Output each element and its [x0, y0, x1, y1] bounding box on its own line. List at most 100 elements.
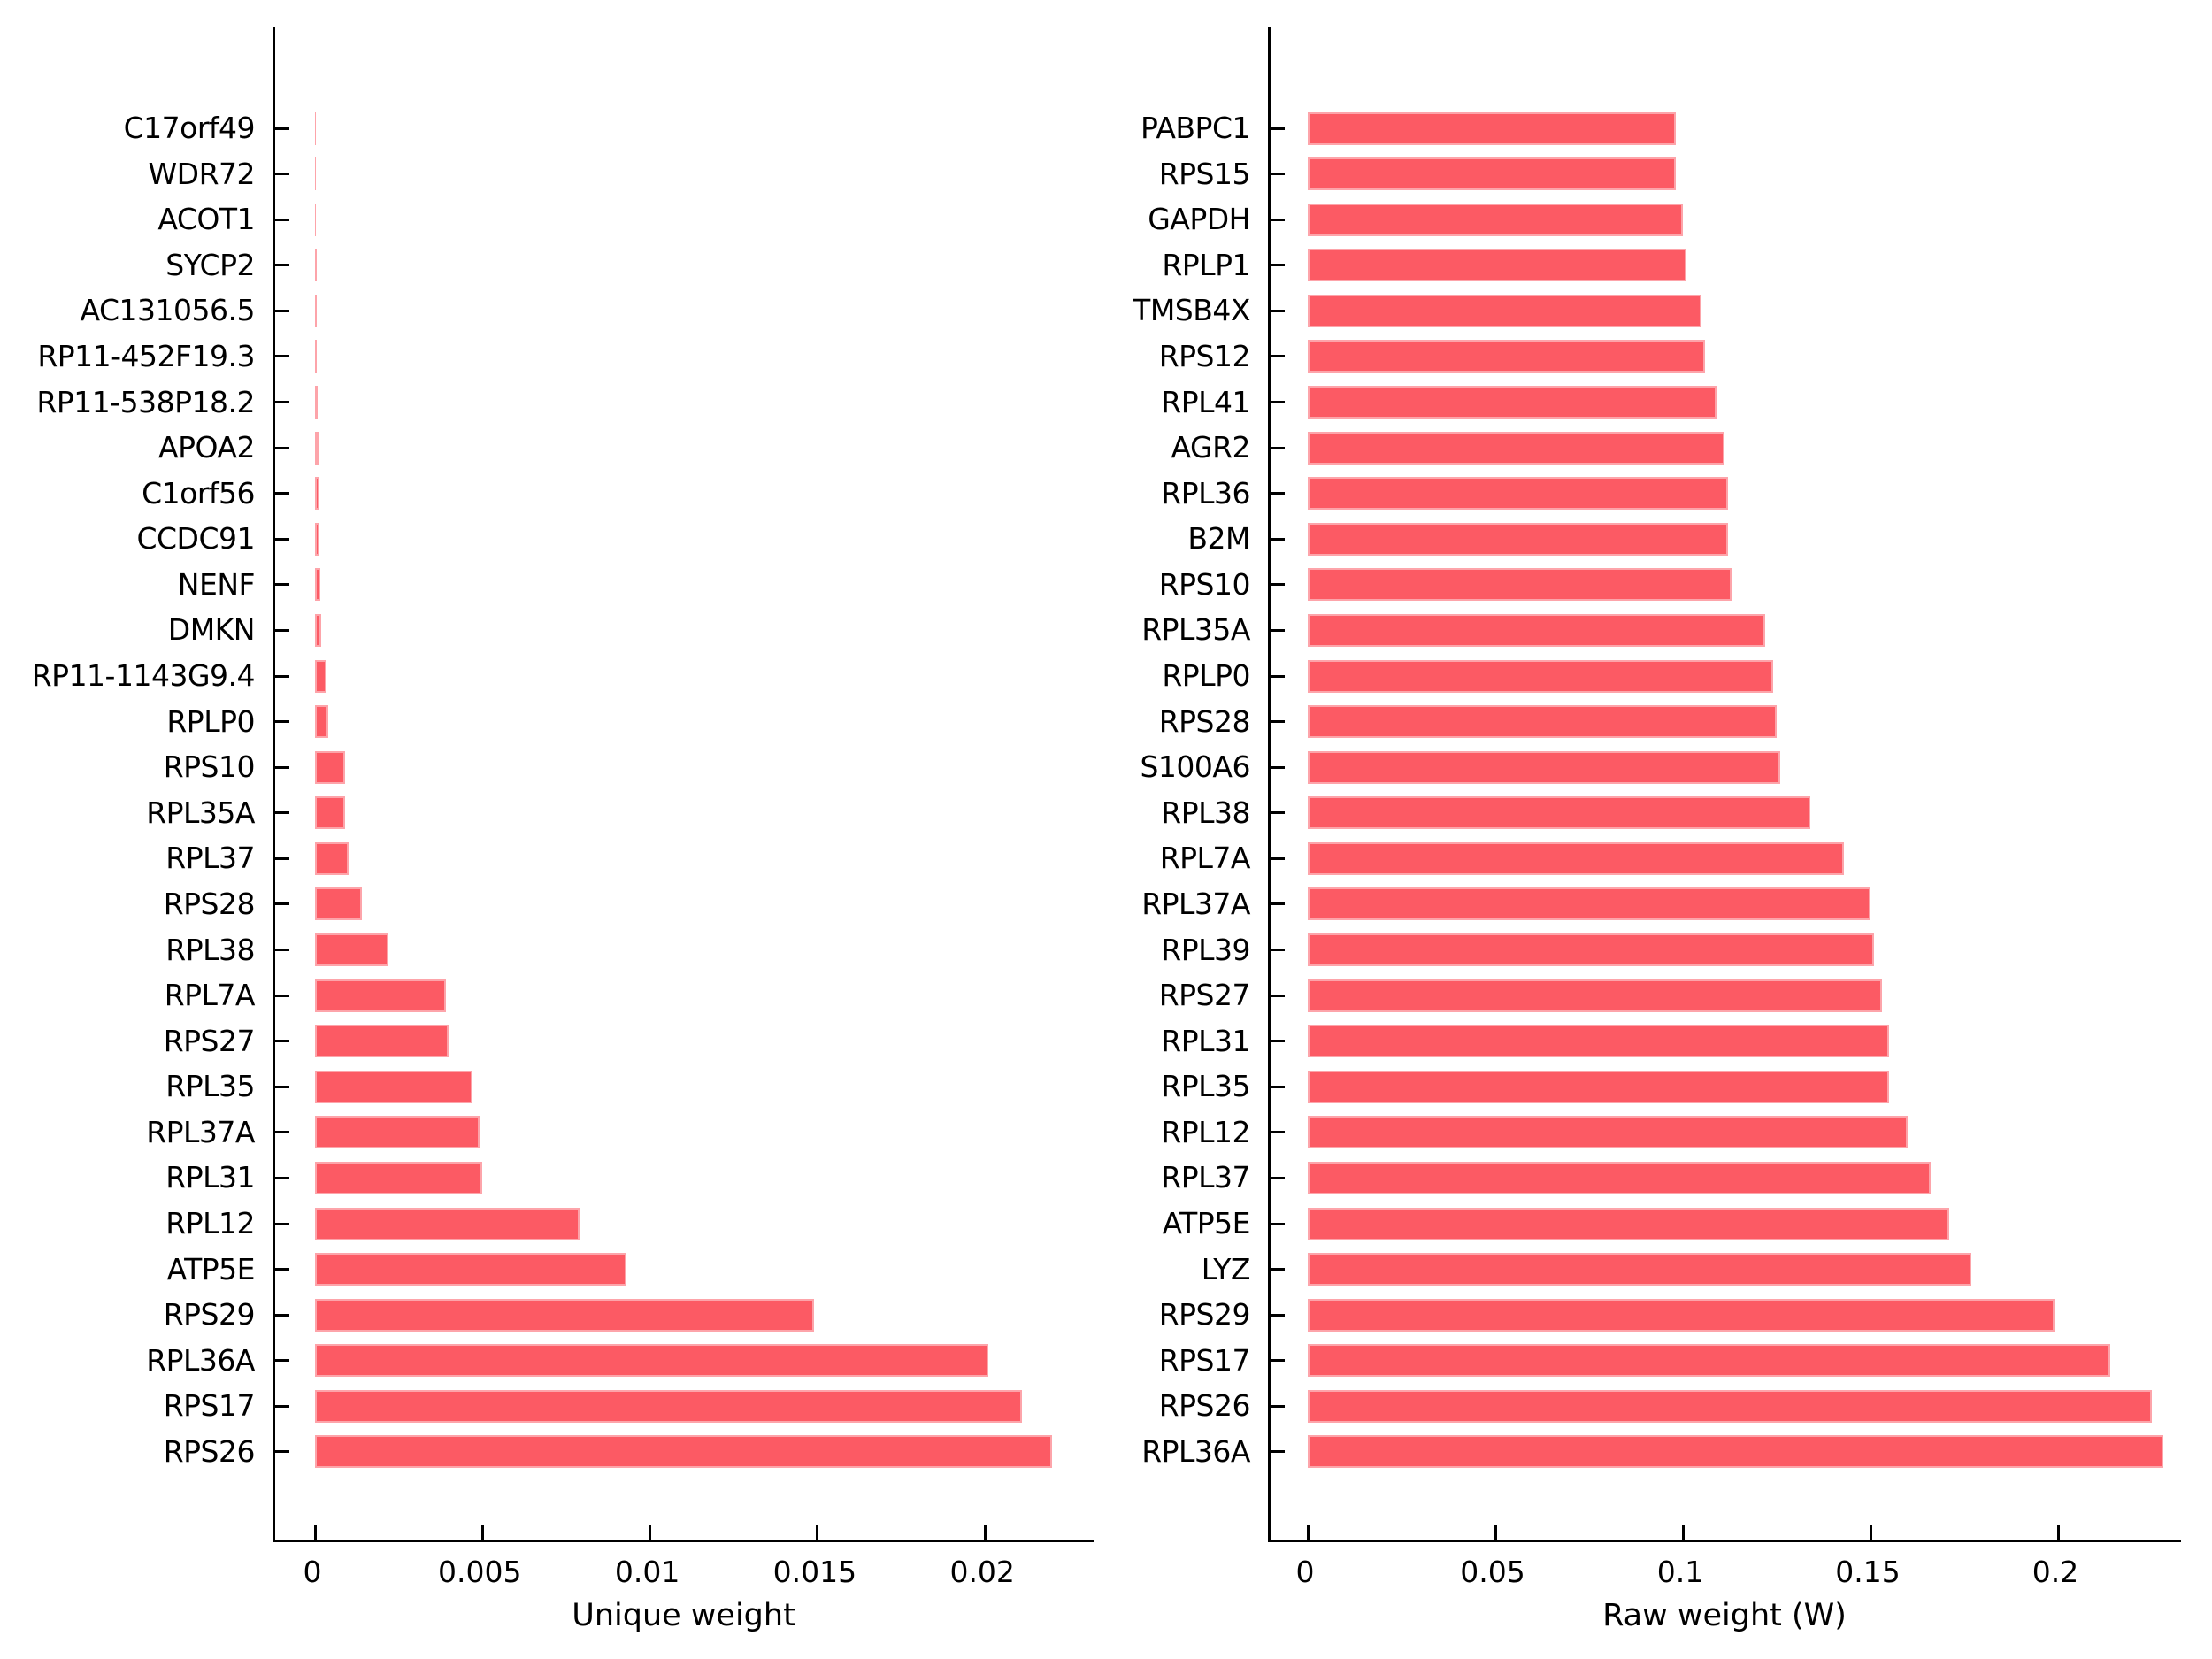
- bar-row: [275, 1298, 1094, 1332]
- bar-row: [1271, 1389, 2181, 1423]
- x-tick: [2056, 1525, 2060, 1540]
- bar-row: [275, 705, 1094, 739]
- y-axis-label: DMKN: [167, 612, 256, 648]
- x-tick-label: 0.01: [614, 1555, 680, 1589]
- y-axis-label: RPS28: [1158, 703, 1251, 739]
- y-axis-label: CCDC91: [136, 521, 255, 557]
- bar: [1308, 1116, 1909, 1149]
- bar: [315, 1253, 627, 1286]
- y-tick: [1271, 173, 1285, 176]
- y-axis-label: ATP5E: [166, 1251, 256, 1286]
- bar-row: [1271, 568, 2181, 602]
- bar-row: [1271, 1298, 2181, 1332]
- bar-row: [1271, 796, 2181, 830]
- bar-row: [1271, 111, 2181, 145]
- y-axis-label: NENF: [177, 566, 256, 602]
- x-tick: [983, 1525, 987, 1540]
- y-tick: [275, 583, 289, 587]
- bar: [1308, 841, 1845, 875]
- y-axis-label: RPLP0: [1162, 658, 1250, 694]
- y-tick: [1271, 218, 1285, 221]
- x-tick-labels: 0 0.05 0.1 0.15 0.2: [1268, 1555, 2181, 1595]
- y-axis-label: ATP5E: [1162, 1206, 1251, 1241]
- y-tick: [275, 949, 289, 952]
- y-axis-label: RP11-1143G9.4: [31, 658, 256, 694]
- bar: [1308, 1435, 2163, 1469]
- y-tick: [1271, 1359, 1285, 1363]
- y-tick: [1271, 1222, 1285, 1225]
- y-tick: [1271, 765, 1285, 769]
- bar: [315, 340, 318, 373]
- y-tick: [1271, 856, 1285, 860]
- x-axis-title: Raw weight (W): [1602, 1598, 1847, 1633]
- y-axis-label: ACOT1: [157, 202, 255, 237]
- bar-row: [1271, 477, 2181, 511]
- y-tick: [1271, 628, 1285, 632]
- bar-row: [1271, 431, 2181, 465]
- x-tick-label: 0: [1295, 1555, 1315, 1589]
- x-tick: [1306, 1525, 1310, 1540]
- bar-row: [1271, 522, 2181, 556]
- y-axis-label: RPL37: [1161, 1160, 1250, 1195]
- x-tick-label: 0.15: [1835, 1555, 1901, 1589]
- y-tick: [275, 1359, 289, 1363]
- y-axis-label: RPL12: [1161, 1114, 1250, 1149]
- y-axis-label: RPL31: [165, 1160, 255, 1195]
- y-axis-label: RPL35A: [1141, 612, 1250, 648]
- bar-row: [275, 933, 1094, 967]
- bar-row: [1271, 1116, 2181, 1149]
- y-axis-label: RPS28: [163, 886, 256, 921]
- y-tick: [1271, 1040, 1285, 1043]
- bar: [315, 841, 349, 875]
- y-axis-label: S100A6: [1140, 749, 1250, 785]
- bar-row: [275, 979, 1094, 1012]
- bar-row: [275, 1435, 1094, 1469]
- y-axis-label: RPS26: [163, 1433, 256, 1469]
- y-axis-label: RPS10: [163, 749, 256, 785]
- y-axis-labels: C17orf49 WDR72 ACOT1 SYCP2 AC131056.5 RP11-45…: [0, 27, 264, 1542]
- bar: [315, 294, 317, 327]
- y-axis-label: RPL35A: [146, 795, 255, 830]
- x-tick: [816, 1525, 819, 1540]
- bar-row: [1271, 887, 2181, 921]
- y-tick: [275, 264, 289, 267]
- bar-row: [1271, 1344, 2181, 1378]
- bar-row: [1271, 933, 2181, 967]
- bar-row: [275, 659, 1094, 693]
- bar: [1308, 340, 1706, 373]
- y-axis-label: RP11-538P18.2: [36, 384, 255, 419]
- y-axis-label: RPS29: [1158, 1297, 1251, 1333]
- y-axis-label: RPS27: [163, 1023, 256, 1058]
- y-tick: [275, 355, 289, 358]
- x-tick-label: 0.015: [772, 1555, 857, 1589]
- y-axis-label: RPS29: [163, 1297, 256, 1333]
- bar: [315, 1435, 1052, 1469]
- bar-row: [1271, 294, 2181, 327]
- y-tick: [1271, 674, 1285, 678]
- bar: [315, 1207, 580, 1240]
- bar: [1308, 203, 1683, 236]
- x-tick-label: 0.2: [2032, 1555, 2079, 1589]
- y-tick: [1271, 583, 1285, 587]
- x-tick: [313, 1525, 317, 1540]
- y-tick: [1271, 1176, 1285, 1179]
- bar: [1308, 659, 1773, 693]
- bar: [315, 933, 389, 967]
- bar-row: [1271, 841, 2181, 875]
- bar: [315, 1025, 449, 1058]
- y-tick: [275, 173, 289, 176]
- y-axis-label: GAPDH: [1148, 202, 1250, 237]
- bar: [315, 1161, 483, 1194]
- y-tick: [275, 446, 289, 449]
- y-axis-label: RP11-452F19.3: [37, 338, 255, 373]
- y-tick: [1271, 949, 1285, 952]
- bar: [315, 249, 317, 282]
- y-tick: [1271, 537, 1285, 541]
- bar-row: [275, 1070, 1094, 1103]
- y-tick: [1271, 720, 1285, 724]
- y-axis-label: RPL7A: [164, 978, 256, 1013]
- bar: [315, 1344, 988, 1378]
- y-axis-label: RPS26: [1158, 1388, 1251, 1424]
- bar-row: [275, 203, 1094, 236]
- bar: [1308, 431, 1724, 465]
